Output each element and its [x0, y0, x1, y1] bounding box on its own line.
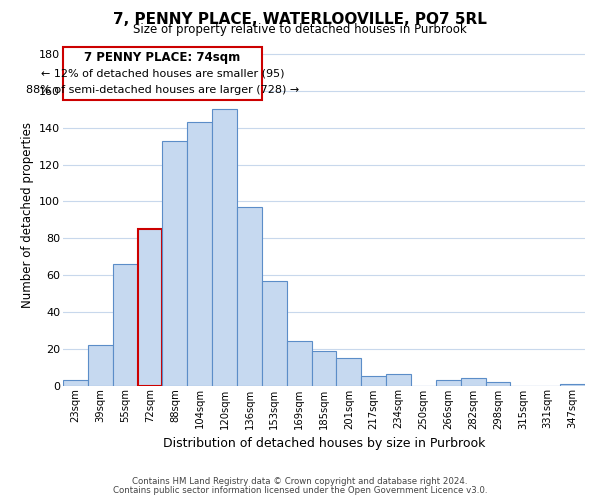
Bar	[63, 47, 262, 100]
Bar	[337, 358, 361, 386]
Bar	[113, 264, 137, 386]
Bar	[88, 345, 113, 386]
Text: ← 12% of detached houses are smaller (95): ← 12% of detached houses are smaller (95…	[41, 68, 284, 78]
Text: 7, PENNY PLACE, WATERLOOVILLE, PO7 5RL: 7, PENNY PLACE, WATERLOOVILLE, PO7 5RL	[113, 12, 487, 28]
Text: 7 PENNY PLACE: 74sqm: 7 PENNY PLACE: 74sqm	[85, 51, 241, 64]
Bar	[237, 207, 262, 386]
Bar	[436, 380, 461, 386]
Text: Contains HM Land Registry data © Crown copyright and database right 2024.: Contains HM Land Registry data © Crown c…	[132, 477, 468, 486]
Bar	[386, 374, 411, 386]
Bar	[560, 384, 585, 386]
Bar	[361, 376, 386, 386]
Bar	[287, 342, 311, 386]
Bar	[262, 280, 287, 386]
Bar	[163, 140, 187, 386]
Bar	[137, 229, 163, 386]
Text: Size of property relative to detached houses in Purbrook: Size of property relative to detached ho…	[133, 24, 467, 36]
Bar	[187, 122, 212, 386]
X-axis label: Distribution of detached houses by size in Purbrook: Distribution of detached houses by size …	[163, 437, 485, 450]
Bar	[311, 350, 337, 386]
Bar	[461, 378, 485, 386]
Bar	[63, 380, 88, 386]
Bar	[485, 382, 511, 386]
Y-axis label: Number of detached properties: Number of detached properties	[20, 122, 34, 308]
Bar	[212, 110, 237, 386]
Text: 88% of semi-detached houses are larger (728) →: 88% of semi-detached houses are larger (…	[26, 84, 299, 94]
Text: Contains public sector information licensed under the Open Government Licence v3: Contains public sector information licen…	[113, 486, 487, 495]
